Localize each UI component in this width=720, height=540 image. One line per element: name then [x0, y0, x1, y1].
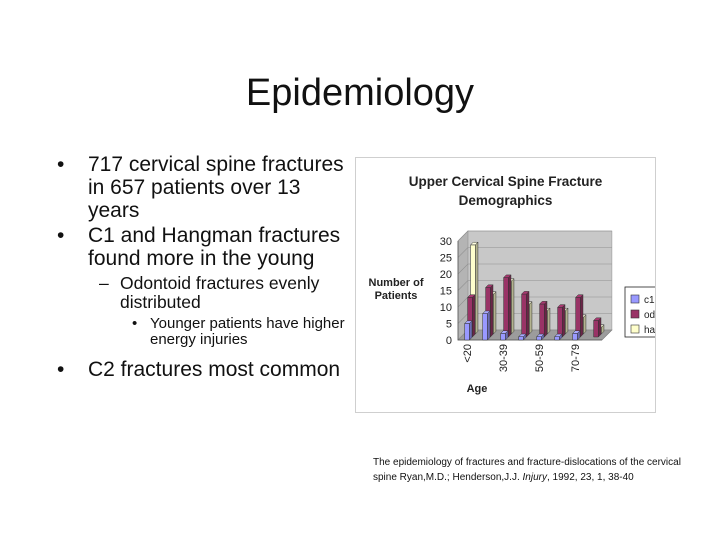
bar-c1-ring-1: [482, 310, 491, 341]
sub-sub-bullet-text: Younger patients have higher energy inju…: [150, 315, 345, 348]
citation: The epidemiology of fractures and fractu…: [373, 455, 703, 485]
bar-odontoid-5: [557, 304, 566, 338]
bullet-list: • 717 cervical spine fractures in 657 pa…: [57, 153, 357, 383]
x-tick-label: 70-79: [570, 344, 582, 372]
bullet-text: C2 fractures most common: [88, 358, 341, 381]
x-tick-label: 50-59: [534, 344, 546, 372]
gridline: [457, 263, 612, 275]
bar-odontoid-4: [539, 300, 548, 338]
y-tick-label: 15: [440, 286, 452, 298]
y-axis-title-line1: Number of: [369, 277, 424, 289]
y-tick-label: 25: [440, 253, 452, 265]
gridline: [457, 280, 612, 291]
bullet-glyph: •: [57, 358, 65, 381]
slide-title: Epidemiology: [245, 72, 475, 114]
sub-bullet-odontoid: – Odontoid fractures evenly distributed: [57, 274, 357, 312]
sub-bullet-glyph: –: [99, 273, 109, 293]
chart-frame: Upper Cervical Spine Fracture Demographi…: [355, 157, 656, 413]
bullet-text: C1 and Hangman fractures found more in t…: [88, 224, 341, 270]
chart-title-line2: Demographics: [458, 193, 553, 208]
bar-chart-3d: 0 5 10 15 20 25 30 <20 30-39 50-59 70-79 Number ofP…: [369, 230, 655, 395]
bullet-glyph: •: [132, 315, 138, 332]
chart-floor: [457, 329, 613, 341]
y-tick-label: 20: [440, 269, 452, 281]
bar-odontoid-3: [521, 290, 530, 338]
sub-sub-bullet-energy: • Younger patients have higher energy in…: [57, 316, 357, 348]
bar-c1-ring-5: [554, 333, 563, 341]
y-tick-label: 5: [446, 319, 452, 331]
bullet-cervical-fractures: • 717 cervical spine fractures in 657 pa…: [57, 153, 357, 222]
x-tick-label: 30-39: [498, 344, 510, 372]
legend-swatch: [630, 324, 640, 334]
y-tick-label: 10: [440, 302, 452, 314]
bullet-text: 717 cervical spine fractures in 657 pati…: [88, 153, 344, 222]
bar-c1-ring-3: [518, 333, 527, 341]
bar-odontoid-7: [593, 317, 602, 338]
bar-c1-ring-2: [500, 330, 509, 341]
legend-swatch: [630, 309, 640, 319]
legend-label: hangman's: [644, 325, 655, 336]
legend-label: odontoid: [644, 310, 655, 321]
citation-text: The epidemiology of fractures and fractu…: [373, 457, 681, 483]
bullet-glyph: •: [57, 224, 65, 247]
legend-swatch: [630, 294, 640, 304]
bar-c1-ring-0: [464, 320, 473, 341]
bullet-glyph: •: [57, 153, 65, 176]
x-axis-title: Age: [467, 383, 488, 395]
citation-journal: Injury: [522, 472, 547, 483]
legend-label: c1 ring: [644, 295, 655, 306]
gridline: [457, 247, 612, 258]
bullet-c1-hangman: • C1 and Hangman fractures found more in…: [57, 224, 357, 270]
bar-c1-ring-4: [536, 333, 545, 341]
chart-title: Upper Cervical Spine Fracture Demographi…: [356, 172, 655, 210]
bar-c1-ring-6: [572, 330, 581, 341]
legend-box: [624, 286, 655, 338]
citation-details: , 1992, 23, 1, 38-40: [546, 472, 634, 483]
x-tick-label: <20: [462, 344, 474, 363]
gridline: [457, 230, 612, 242]
y-axis-title-line2: Patients: [375, 290, 418, 302]
y-tick-label: 0: [446, 335, 452, 347]
bullet-c2-common: • C2 fractures most common: [57, 358, 357, 381]
chart-title-line1: Upper Cervical Spine Fracture: [408, 174, 603, 189]
bar-odontoid-2: [503, 274, 512, 338]
y-tick-label: 30: [440, 236, 452, 248]
sub-bullet-text: Odontoid fractures evenly distributed: [120, 273, 320, 312]
